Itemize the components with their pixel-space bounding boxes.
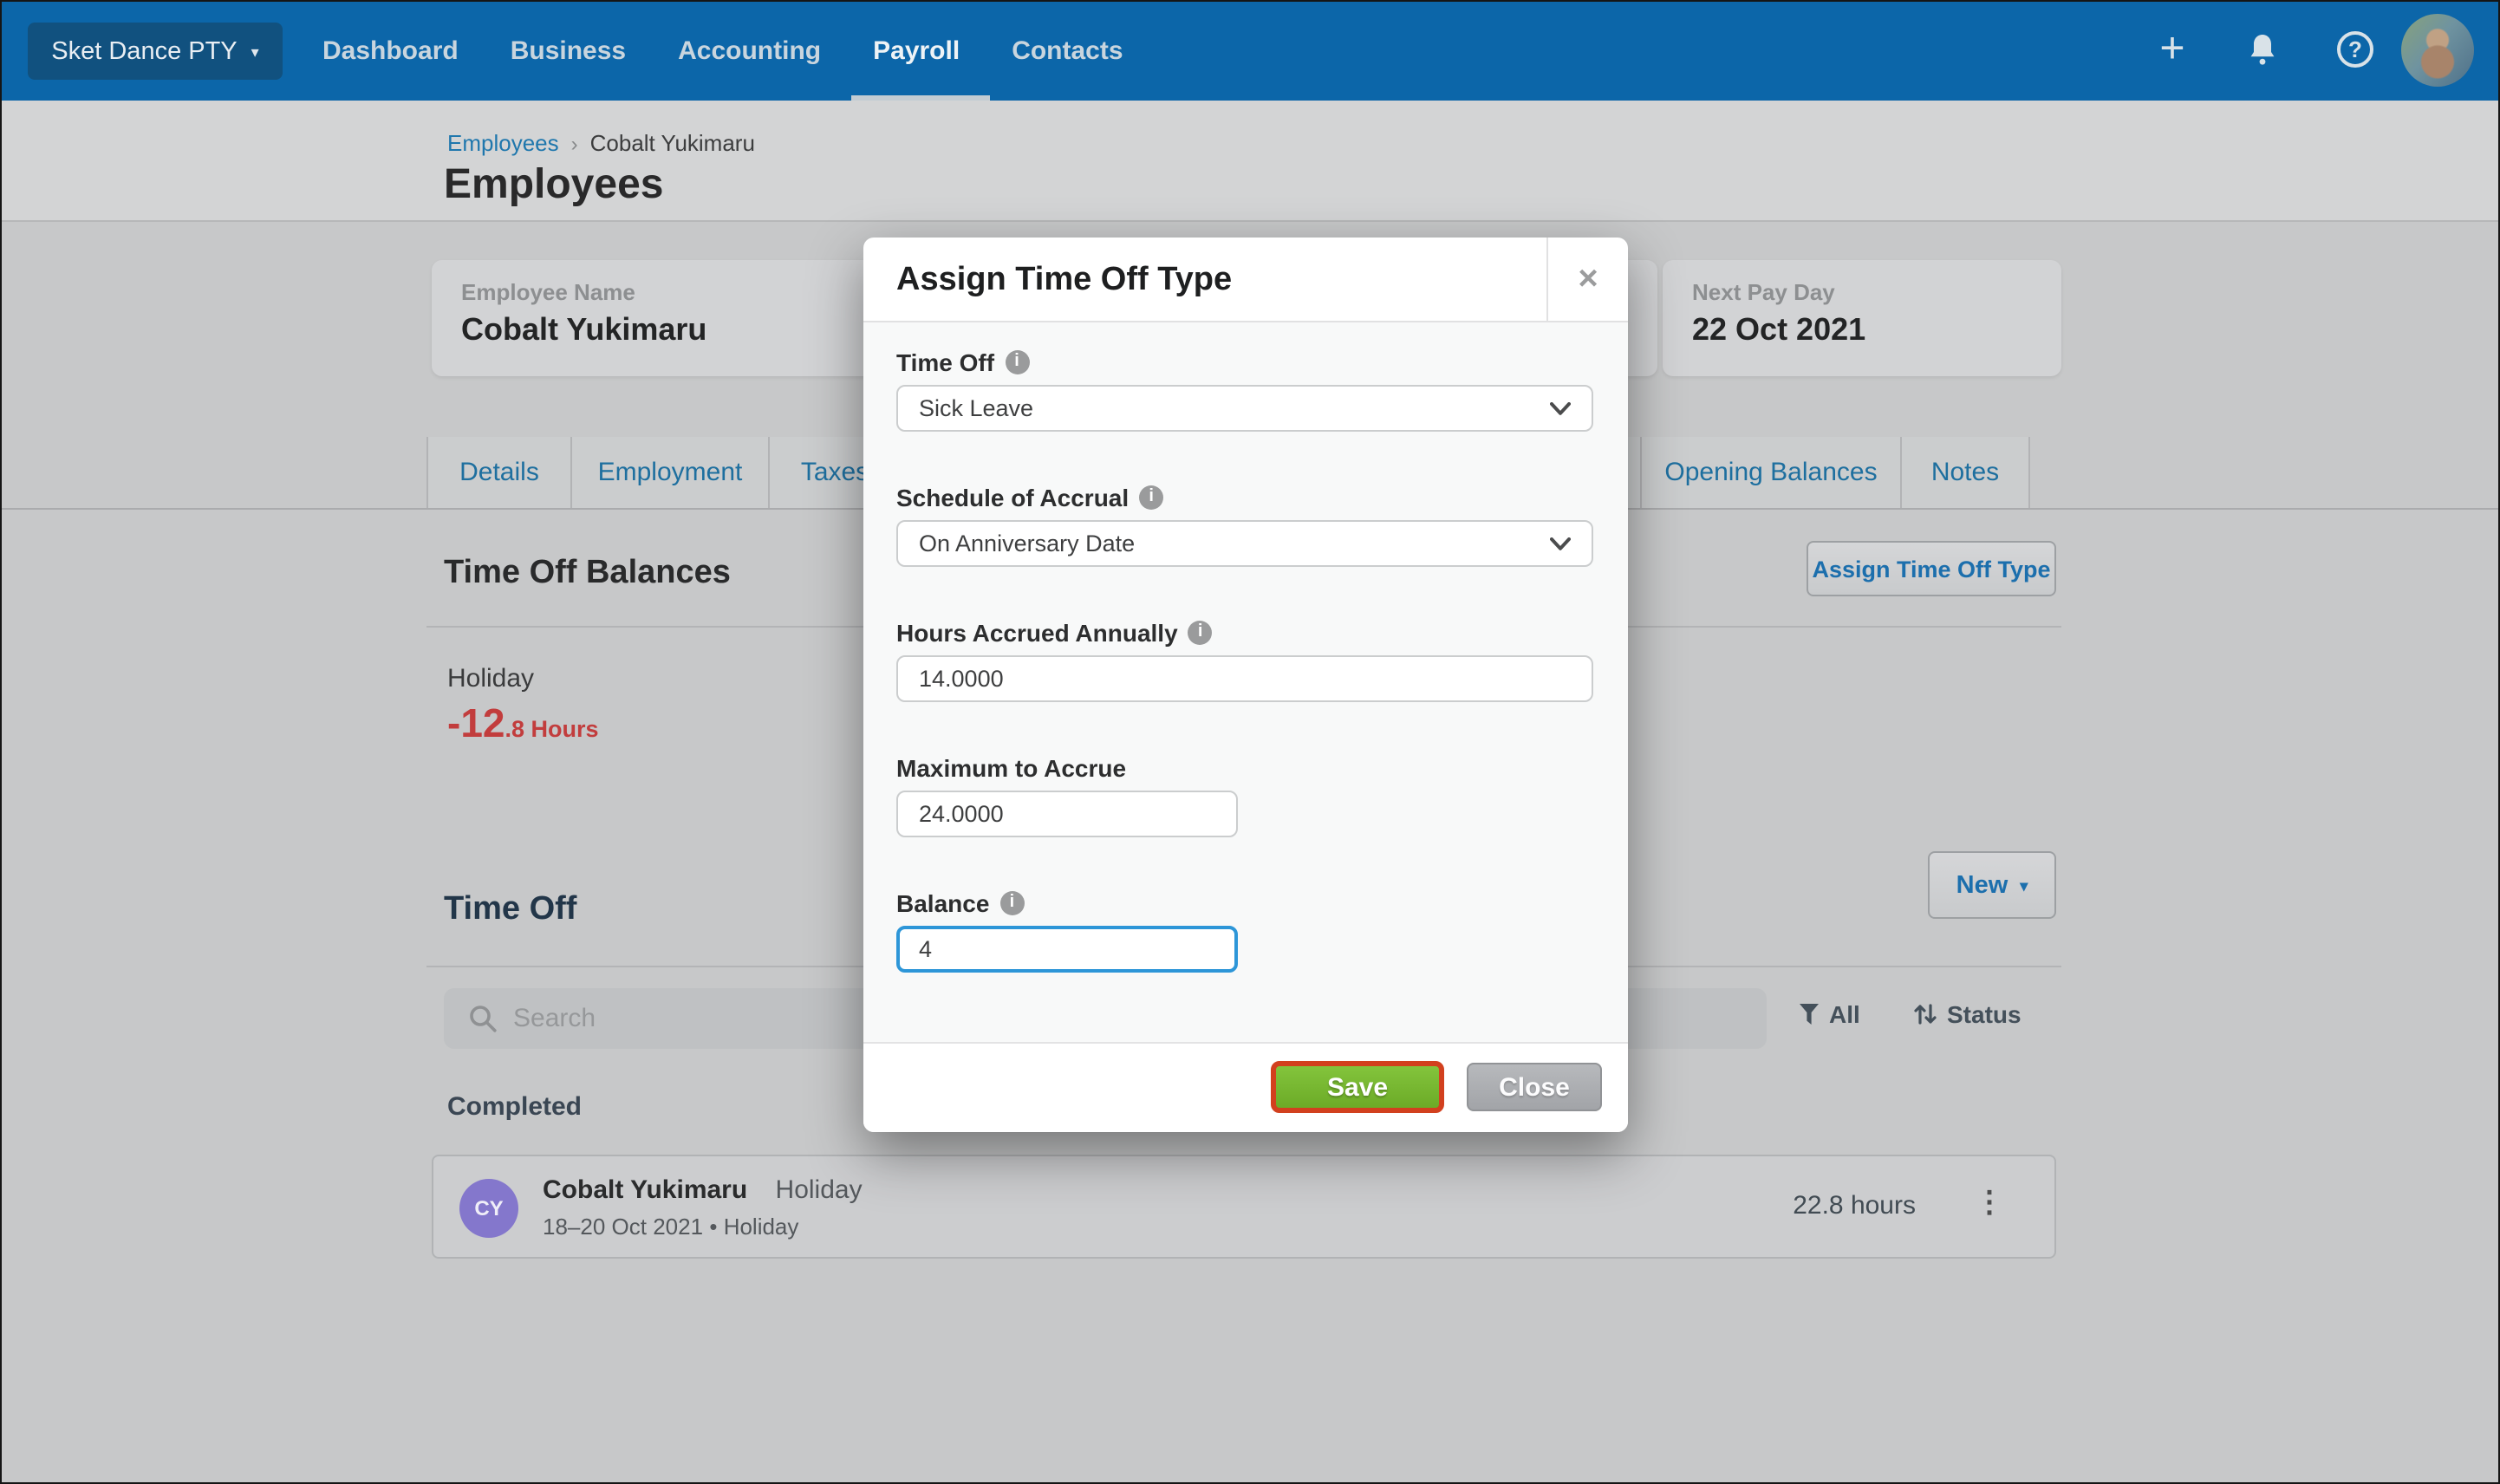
active-nav-underline xyxy=(851,94,990,101)
info-icon[interactable]: i xyxy=(1188,620,1213,644)
entry-subtitle: 18–20 Oct 2021 • Holiday xyxy=(543,1214,798,1240)
breadcrumb-separator-icon: › xyxy=(570,132,578,156)
balance-input[interactable] xyxy=(900,929,1234,969)
maximum-to-accrue-label: Maximum to Accrue xyxy=(896,753,1127,781)
time-off-select[interactable]: Sick Leave xyxy=(896,385,1593,432)
plus-icon[interactable]: + xyxy=(2159,24,2185,73)
tab-opening-balances[interactable]: Opening Balances xyxy=(1642,437,1902,510)
chevron-down-icon: ▾ xyxy=(251,42,259,60)
filter-funnel-icon xyxy=(1800,1004,1819,1025)
entry-title: Cobalt Yukimaru Holiday xyxy=(543,1175,863,1205)
help-icon[interactable]: ? xyxy=(2337,31,2373,68)
filter-all-control[interactable]: All xyxy=(1800,1000,1860,1028)
breadcrumb-employees-link[interactable]: Employees xyxy=(447,130,559,156)
nav-item-contacts[interactable]: Contacts xyxy=(1012,36,1123,65)
balance-type: Holiday xyxy=(447,664,535,693)
top-navbar: Sket Dance PTY ▾ Dashboard Business Acco… xyxy=(0,0,2500,101)
nav-menu: Dashboard Business Accounting Payroll Co… xyxy=(322,0,1123,101)
new-button-label: New xyxy=(1956,871,2008,899)
balance-value-suffix: .8 Hours xyxy=(505,716,599,742)
employee-name-label: Employee Name xyxy=(461,279,635,305)
modal-close-icon[interactable]: × xyxy=(1546,238,1628,322)
field-time-off: Time Off i Sick Leave xyxy=(896,347,1595,432)
entry-separator: • xyxy=(709,1214,718,1240)
balance-value: -12.8 Hours xyxy=(447,700,599,747)
new-button[interactable]: New ▾ xyxy=(1928,851,2056,919)
sort-status-control[interactable]: Status xyxy=(1914,1000,2021,1028)
balance-input-wrap xyxy=(896,926,1238,973)
completed-group-heading: Completed xyxy=(447,1092,583,1122)
modal-body: Time Off i Sick Leave Schedule of Accrua… xyxy=(863,322,1628,1042)
maximum-to-accrue-input-wrap xyxy=(896,791,1238,837)
time-off-select-value: Sick Leave xyxy=(919,395,1034,421)
chevron-down-icon xyxy=(1550,402,1571,415)
page-header-band xyxy=(0,101,2500,222)
field-maximum-to-accrue: Maximum to Accrue xyxy=(896,752,1595,837)
info-icon[interactable]: i xyxy=(1005,349,1030,374)
breadcrumb: Employees › Cobalt Yukimaru xyxy=(447,130,755,156)
entry-avatar: CY xyxy=(459,1179,518,1238)
time-off-entry-row[interactable]: CY Cobalt Yukimaru Holiday 18–20 Oct 202… xyxy=(432,1155,2056,1259)
sort-label: Status xyxy=(1947,1000,2021,1028)
nav-item-accounting[interactable]: Accounting xyxy=(678,36,822,65)
next-pay-day-label: Next Pay Day xyxy=(1692,279,1835,305)
kebab-menu-icon[interactable]: ⋮ xyxy=(1975,1186,2006,1219)
modal-header: Assign Time Off Type × xyxy=(863,238,1628,322)
nav-item-dashboard[interactable]: Dashboard xyxy=(322,36,459,65)
entry-hours: 22.8 hours xyxy=(1793,1191,1916,1220)
field-hours-accrued-annually: Hours Accrued Annually i xyxy=(896,617,1595,702)
maximum-to-accrue-input[interactable] xyxy=(898,792,1236,836)
close-button[interactable]: Close xyxy=(1467,1063,1602,1111)
entry-name: Cobalt Yukimaru xyxy=(543,1175,748,1205)
balances-heading: Time Off Balances xyxy=(444,555,731,591)
balance-label: Balance i xyxy=(896,888,1595,917)
hours-accrued-annually-label: Hours Accrued Annually i xyxy=(896,617,1595,647)
nav-item-payroll[interactable]: Payroll xyxy=(873,36,960,65)
hours-accrued-annually-input[interactable] xyxy=(898,657,1592,700)
tab-notes[interactable]: Notes xyxy=(1902,437,2030,510)
next-pay-day-value: 22 Oct 2021 xyxy=(1692,312,1866,347)
org-name: Sket Dance PTY xyxy=(51,37,238,65)
chevron-down-icon xyxy=(1550,537,1571,550)
balance-value-main: -12 xyxy=(447,700,505,745)
employee-name-value: Cobalt Yukimaru xyxy=(461,312,707,347)
modal-footer: Save Close xyxy=(863,1042,1628,1132)
breadcrumb-current: Cobalt Yukimaru xyxy=(589,130,755,156)
assign-time-off-type-modal: Assign Time Off Type × Time Off i Sick L… xyxy=(863,238,1628,1132)
schedule-of-accrual-select[interactable]: On Anniversary Date xyxy=(896,520,1593,567)
next-pay-day-card: Next Pay Day 22 Oct 2021 xyxy=(1663,260,2061,376)
chevron-down-icon: ▾ xyxy=(2020,877,2028,895)
field-balance: Balance i xyxy=(896,888,1595,973)
user-avatar[interactable] xyxy=(2401,14,2474,87)
hours-accrued-annually-input-wrap xyxy=(896,655,1593,702)
assign-time-off-type-button[interactable]: Assign Time Off Type xyxy=(1807,541,2056,596)
entry-date-range: 18–20 Oct 2021 xyxy=(543,1214,704,1240)
notifications-bell-icon[interactable] xyxy=(2242,29,2283,71)
time-off-label: Time Off i xyxy=(896,347,1595,376)
tab-employment[interactable]: Employment xyxy=(572,437,770,510)
entry-type: Holiday xyxy=(775,1175,863,1205)
field-schedule-of-accrual: Schedule of Accrual i On Anniversary Dat… xyxy=(896,482,1595,567)
modal-title: Assign Time Off Type xyxy=(896,262,1233,298)
entry-category: Holiday xyxy=(723,1214,799,1240)
schedule-select-value: On Anniversary Date xyxy=(919,530,1136,556)
info-icon[interactable]: i xyxy=(999,890,1025,914)
sort-arrows-icon xyxy=(1914,1004,1937,1025)
tab-details[interactable]: Details xyxy=(426,437,572,510)
save-button[interactable]: Save xyxy=(1271,1061,1444,1113)
page-title: Employees xyxy=(444,161,664,208)
info-icon[interactable]: i xyxy=(1139,485,1164,509)
time-off-heading: Time Off xyxy=(444,891,577,928)
org-menu-button[interactable]: Sket Dance PTY ▾ xyxy=(28,23,283,80)
nav-item-business[interactable]: Business xyxy=(510,36,627,65)
search-icon xyxy=(470,1006,497,1032)
filter-label: All xyxy=(1829,1000,1860,1028)
schedule-of-accrual-label: Schedule of Accrual i xyxy=(896,482,1595,511)
